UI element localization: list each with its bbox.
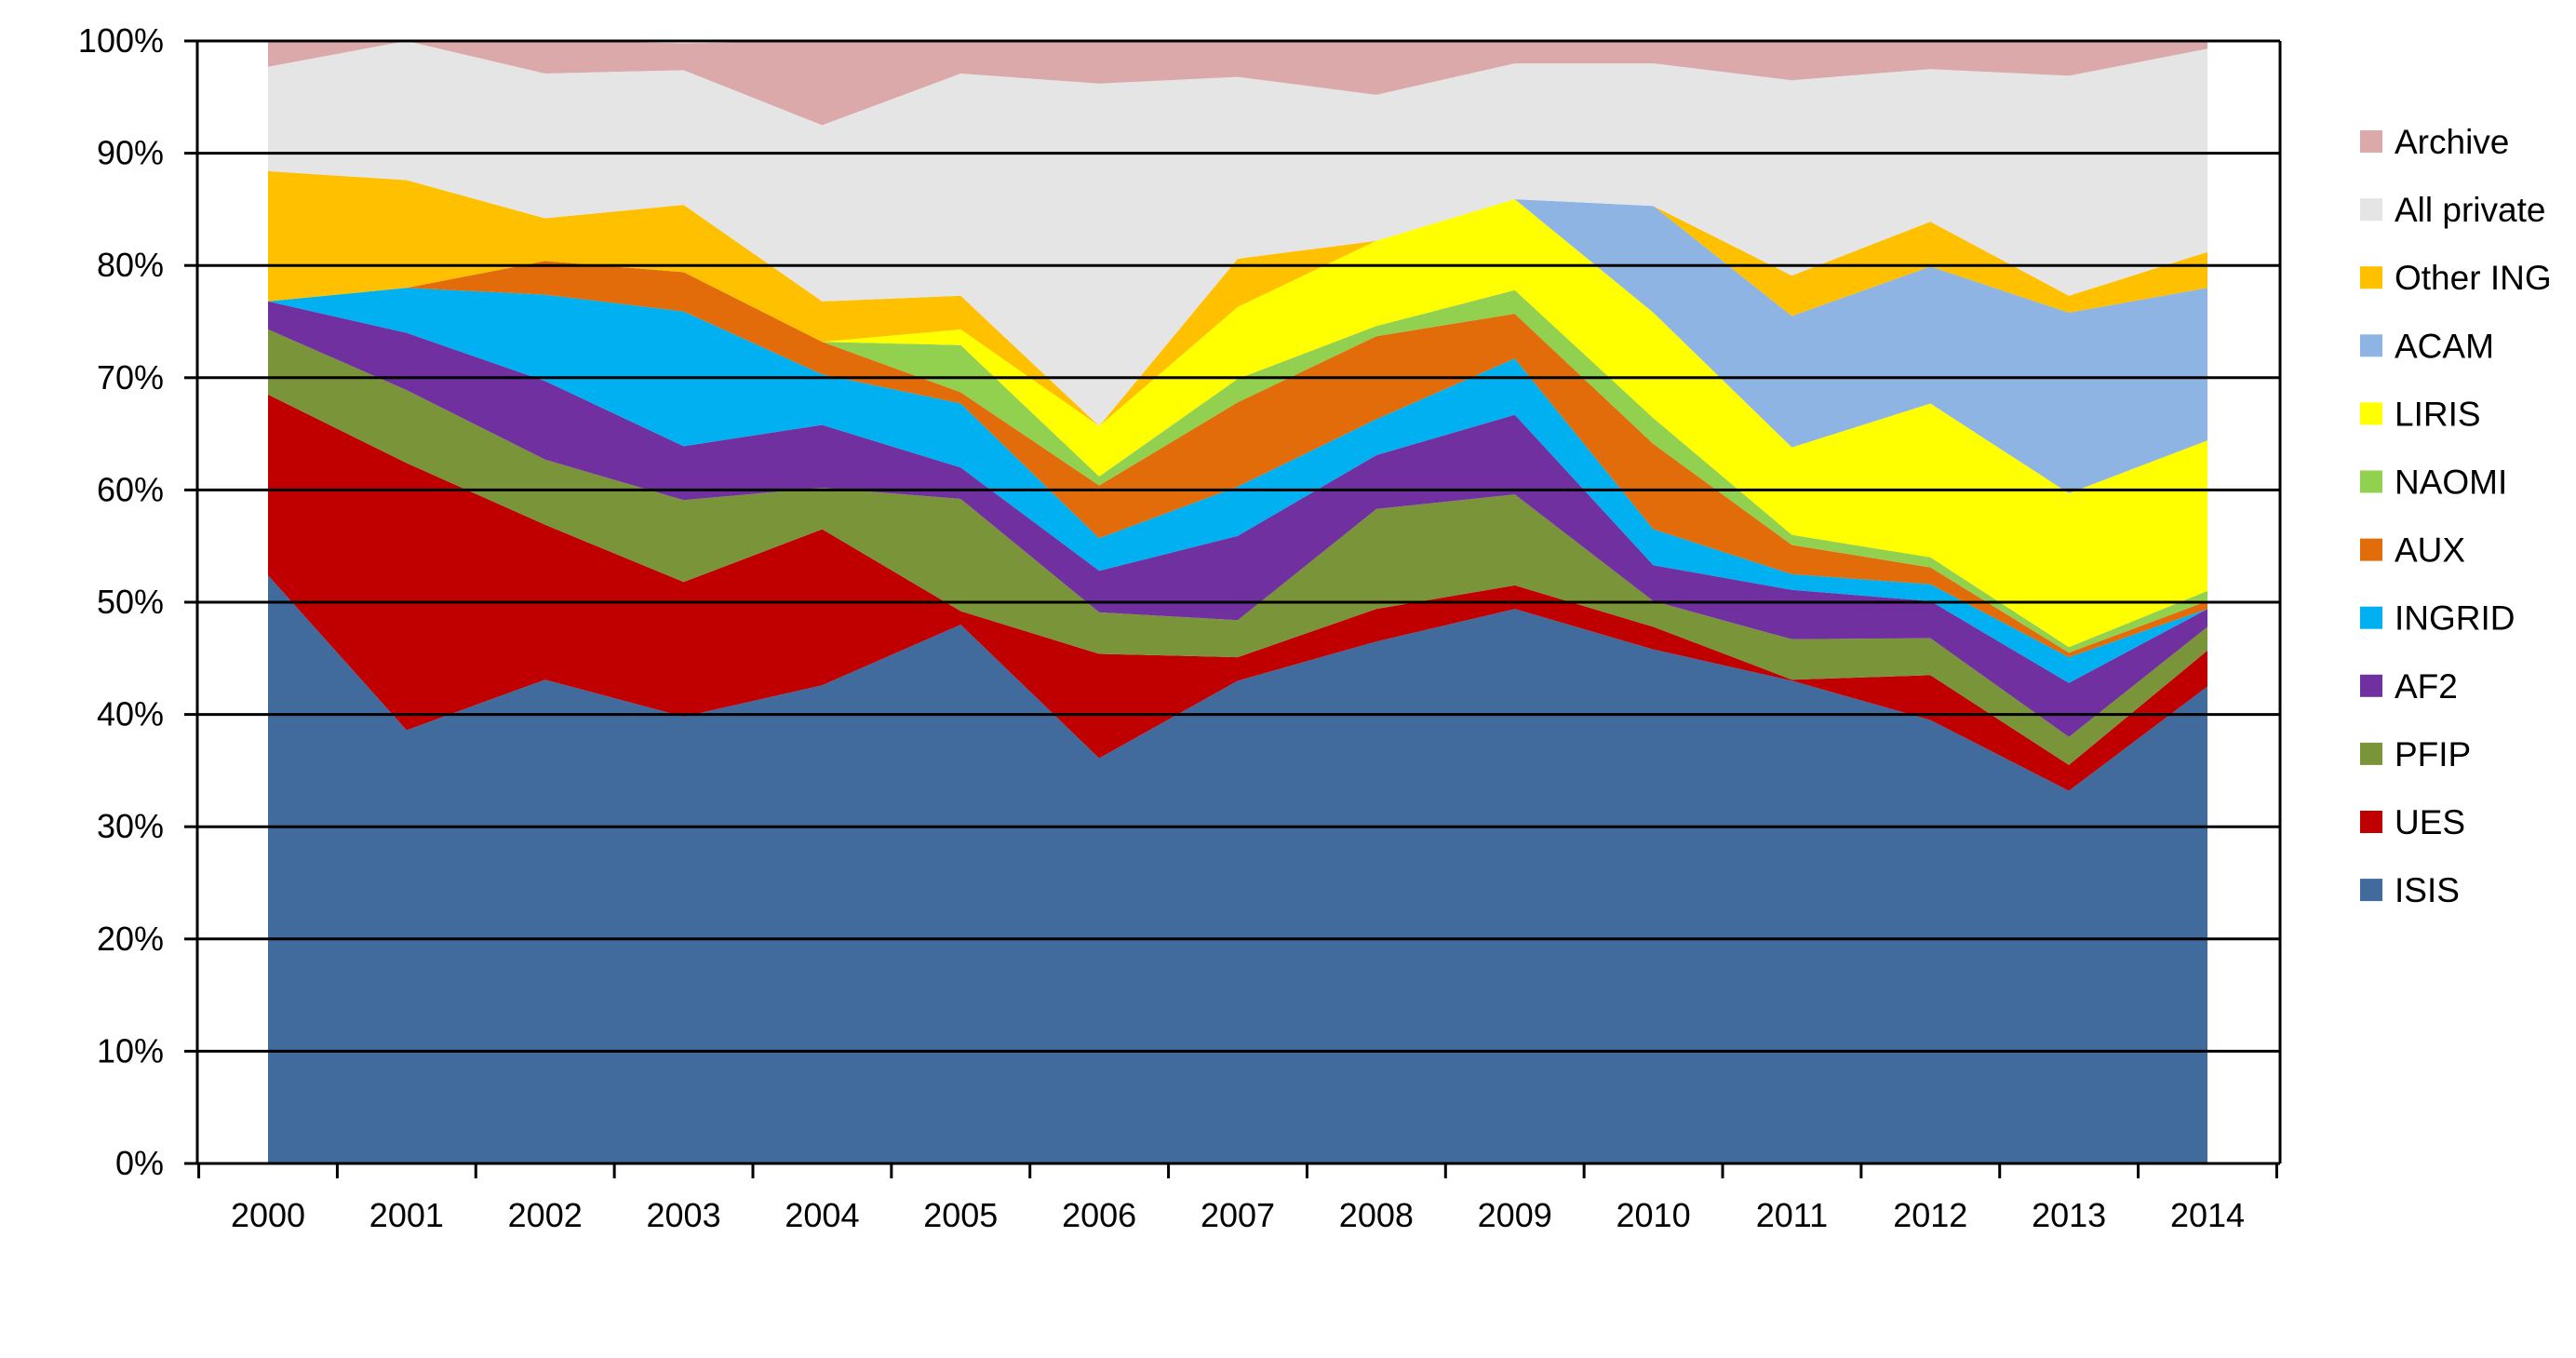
y-axis-tick-labels: 0% 10% 20% 30% 40% 50% 60% 70% 80% 90% 100% [78,21,164,1182]
legend: Archive All private Other ING ACAM LIRIS NAOM… [2360,123,2552,909]
area-series-all-private [268,41,2207,426]
x-tick-label: 2000 [231,1196,305,1234]
y-tick-label: 0% [115,1144,164,1182]
x-tick-label: 2012 [1893,1196,1967,1234]
legend-swatch-isis [2360,879,2382,902]
legend-swatch-ues [2360,811,2382,833]
area-series-pfip [268,329,2207,765]
x-tick-label: 2002 [508,1196,583,1234]
legend-label-ues: UES [2395,803,2465,841]
y-tick-label: 70% [97,358,164,397]
area-series-acam [268,199,2207,493]
x-tick-label: 2004 [785,1196,859,1234]
x-tick-label: 2006 [1062,1196,1136,1234]
area-series-naomi [268,261,2207,653]
x-tick-label: 2003 [647,1196,721,1234]
legend-label-aux: AUX [2395,531,2465,570]
legend-swatch-acam [2360,334,2382,357]
x-tick-label: 2011 [1756,1196,1828,1234]
axes [195,41,2282,1178]
y-tick-label: 10% [97,1031,164,1069]
area-series-ingrid [268,288,2207,683]
legend-swatch-ingrid [2360,606,2382,629]
legend-swatch-naomi [2360,470,2382,493]
legend-label-af2: AF2 [2395,667,2458,706]
legend-label-other-ing: Other ING [2395,259,2552,297]
x-tick-label: 2008 [1339,1196,1414,1234]
area-series-archive [268,41,2207,126]
legend-swatch-af2 [2360,674,2382,697]
legend-label-isis: ISIS [2395,871,2460,909]
area-series-isis [268,575,2207,1163]
x-tick-label: 2014 [2170,1196,2245,1234]
legend-label-ingrid: INGRID [2395,599,2516,638]
legend-swatch-all-private [2360,198,2382,222]
y-tick-label: 60% [97,470,164,508]
legend-label-all-private: All private [2395,191,2545,229]
y-tick-label: 90% [97,134,164,172]
area-layers [268,41,2207,1163]
legend-label-pfip: PFIP [2395,735,2471,773]
legend-label-naomi: NAOMI [2395,464,2507,502]
legend-swatch-pfip [2360,742,2382,765]
x-tick-label: 2013 [2032,1196,2106,1234]
area-series-aux [268,261,2207,658]
y-tick-label: 20% [97,920,164,958]
x-tick-label: 2009 [1478,1196,1552,1234]
legend-swatch-other-ing [2360,266,2382,289]
y-tick-label: 100% [78,21,164,60]
area-series-af2 [268,301,2207,737]
legend-label-acam: ACAM [2395,327,2494,365]
x-axis-tick-labels: 2000 2001 2002 2003 2004 2005 2006 2007 2008 2009… [231,1196,2245,1234]
legend-label-archive: Archive [2395,123,2509,161]
legend-swatch-archive [2360,130,2382,153]
area-series-ues [268,394,2207,791]
legend-label-liris: LIRIS [2395,395,2481,433]
legend-swatch-aux [2360,538,2382,561]
x-tick-label: 2007 [1201,1196,1275,1234]
x-tick-label: 2001 [369,1196,444,1234]
y-tick-label: 30% [97,807,164,845]
y-tick-label: 40% [97,695,164,733]
x-tick-label: 2010 [1617,1196,1691,1234]
area-series-other-ing [268,170,2207,426]
x-tick-label: 2005 [923,1196,998,1234]
legend-swatch-liris [2360,402,2382,425]
y-tick-label: 50% [97,583,164,621]
y-tick-label: 80% [97,246,164,284]
